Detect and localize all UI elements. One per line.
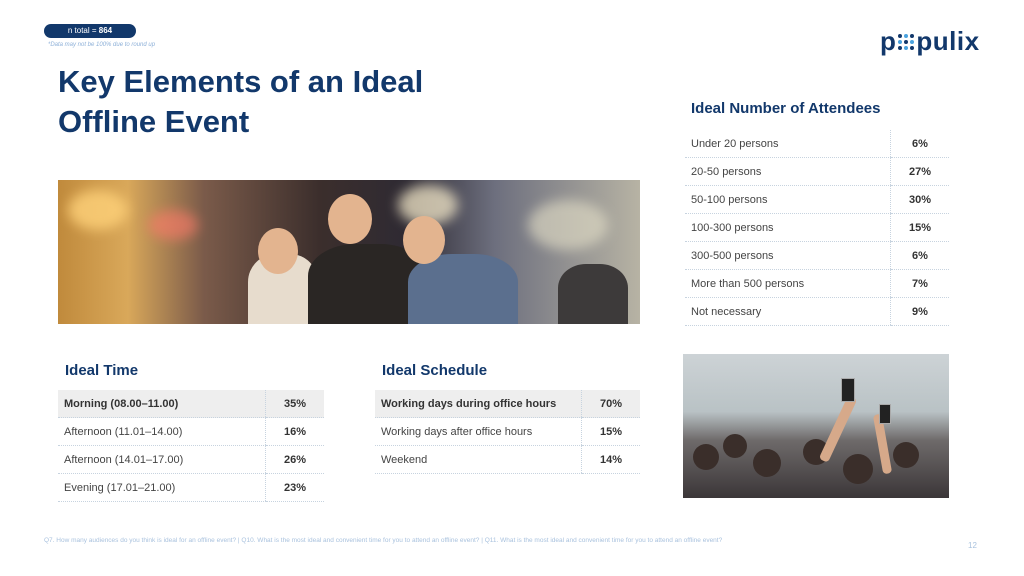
rounding-note: *Data may not be 100% due to round up [48,42,156,48]
attendees-table: Under 20 persons 6% 20-50 persons 27% 50-1… [685,130,949,326]
row-label: 100-300 persons [685,213,891,242]
row-value: 7% [890,269,949,298]
row-label: Under 20 persons [685,130,891,158]
table-row: Evening (17.01–21.00) 23% [58,473,324,502]
logo-text-right: pulix [916,26,980,56]
row-label: Weekend [375,445,582,474]
row-value: 6% [890,130,949,158]
row-value: 26% [265,445,324,474]
row-value: 6% [890,241,949,270]
row-label: More than 500 persons [685,269,891,298]
sample-size-badge: n total = 864 [44,24,136,38]
survey-questions-footnote: Q7. How many audiences do you think is i… [44,537,723,544]
schedule-heading: Ideal Schedule [382,362,488,379]
row-value: 30% [890,185,949,214]
table-row: More than 500 persons 7% [685,269,949,298]
sample-size-label: n total = [67,26,97,35]
sample-size-value: 864 [98,26,113,35]
table-row: Morning (08.00–11.00) 35% [58,390,324,418]
hero-photo [58,180,640,324]
row-label: Morning (08.00–11.00) [58,390,266,418]
table-row: Working days after office hours 15% [375,417,640,446]
table-row: Under 20 persons 6% [685,130,949,158]
table-row: 50-100 persons 30% [685,185,949,214]
schedule-table: Working days during office hours 70% Work… [375,390,640,474]
row-label: 50-100 persons [685,185,891,214]
row-value: 14% [581,445,640,474]
row-value: 16% [265,417,324,446]
attendees-heading: Ideal Number of Attendees [691,100,881,117]
logo-dots-icon [898,33,915,50]
row-value: 70% [581,390,640,418]
row-value: 15% [581,417,640,446]
table-row: Working days during office hours 70% [375,390,640,418]
logo-text-left: p [880,26,897,56]
row-label: Afternoon (14.01–17.00) [58,445,266,474]
row-label: 300-500 persons [685,241,891,270]
row-label: Evening (17.01–21.00) [58,473,266,502]
crowd-photo [683,354,949,498]
row-value: 23% [265,473,324,502]
table-row: 20-50 persons 27% [685,157,949,186]
time-heading: Ideal Time [65,362,139,379]
table-row: Afternoon (14.01–17.00) 26% [58,445,324,474]
page-number: 12 [968,541,977,550]
row-label: 20-50 persons [685,157,891,186]
table-row: 300-500 persons 6% [685,241,949,270]
row-value: 27% [890,157,949,186]
table-row: Afternoon (11.01–14.00) 16% [58,417,324,446]
time-table: Morning (08.00–11.00) 35% Afternoon (11.0… [58,390,324,502]
row-label: Working days during office hours [375,390,582,418]
row-value: 35% [265,390,324,418]
row-label: Working days after office hours [375,417,582,446]
table-row: Not necessary 9% [685,297,949,326]
table-row: 100-300 persons 15% [685,213,949,242]
page-title: Key Elements of an Ideal Offline Event [58,64,424,139]
row-value: 9% [890,297,949,326]
populix-logo: p pulix [880,26,980,57]
row-value: 15% [890,213,949,242]
row-label: Not necessary [685,297,891,326]
row-label: Afternoon (11.01–14.00) [58,417,266,446]
table-row: Weekend 14% [375,445,640,474]
